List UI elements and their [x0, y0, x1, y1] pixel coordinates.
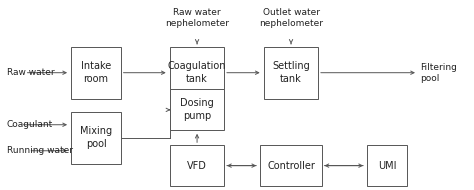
- FancyBboxPatch shape: [261, 145, 321, 186]
- FancyBboxPatch shape: [72, 112, 121, 164]
- Text: Raw water
nephelometer: Raw water nephelometer: [165, 8, 229, 28]
- FancyBboxPatch shape: [72, 47, 121, 99]
- Text: UMI: UMI: [378, 161, 397, 171]
- FancyBboxPatch shape: [170, 47, 224, 99]
- Text: VFD: VFD: [187, 161, 207, 171]
- FancyBboxPatch shape: [170, 145, 224, 186]
- Text: Intake
room: Intake room: [81, 61, 111, 84]
- Text: Settling
tank: Settling tank: [272, 61, 310, 84]
- Text: Outlet water
nephelometer: Outlet water nephelometer: [259, 8, 323, 28]
- FancyBboxPatch shape: [367, 145, 407, 186]
- Text: Coagulation
tank: Coagulation tank: [168, 61, 226, 84]
- Text: Coagulant: Coagulant: [7, 120, 53, 129]
- Text: Controller: Controller: [267, 161, 315, 171]
- FancyBboxPatch shape: [264, 47, 318, 99]
- Text: Dosing
pump: Dosing pump: [180, 98, 214, 121]
- Text: Raw water: Raw water: [7, 68, 55, 77]
- Text: Filtering
pool: Filtering pool: [420, 63, 457, 83]
- Text: Running water: Running water: [7, 146, 73, 155]
- FancyBboxPatch shape: [170, 89, 224, 130]
- Text: Mixing
pool: Mixing pool: [80, 126, 112, 149]
